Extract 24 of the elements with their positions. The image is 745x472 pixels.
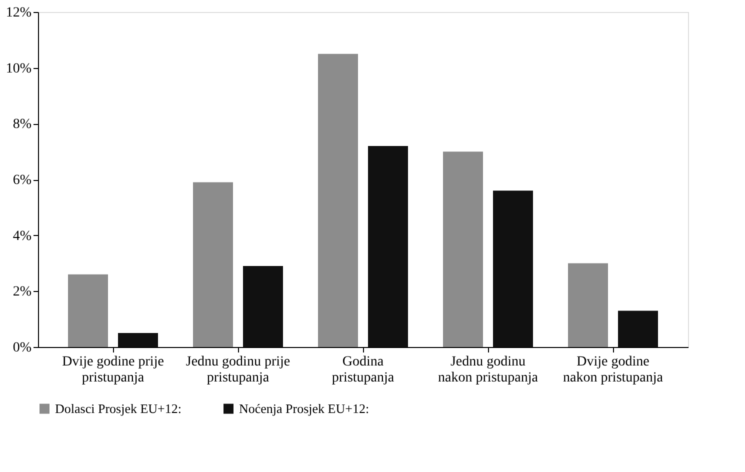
bar (318, 54, 358, 347)
bar (243, 266, 283, 347)
y-tick-label: 8% (12, 117, 32, 132)
bar (193, 182, 233, 347)
y-tick-label: 10% (6, 61, 32, 76)
y-tick-label: 6% (12, 173, 32, 188)
bar (118, 333, 158, 347)
y-tick-label: 0% (12, 340, 32, 356)
bar (568, 263, 608, 347)
x-tick-label: Dvije godine prije pristupanja (62, 354, 164, 386)
x-tick-label: Jednu godinu prije pristupanja (186, 354, 290, 386)
bar (443, 152, 483, 347)
x-tick-label: Dvije godine nakon pristupanja (563, 354, 664, 386)
legend-label: Dolasci Prosjek EU+12: (55, 400, 182, 416)
bar (618, 310, 658, 347)
y-tick-label: 2% (12, 284, 32, 300)
bar (368, 146, 408, 347)
bar (68, 274, 108, 347)
y-tick-label: 12% (6, 6, 32, 20)
x-tick-label: Jednu godinu nakon pristupanja (438, 354, 539, 386)
y-tick-label: 4% (12, 228, 32, 244)
bar (493, 190, 533, 347)
x-tick-label: Godina pristupanja (332, 354, 395, 386)
legend-label: Noćenja Prosjek EU+12: (239, 400, 370, 416)
